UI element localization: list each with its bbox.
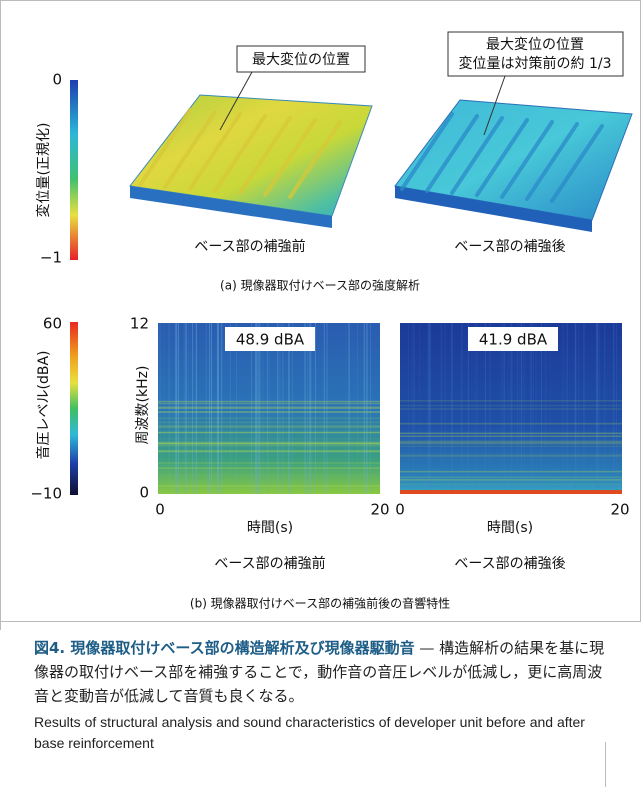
plates [130, 95, 632, 232]
texture-band [158, 485, 380, 487]
texture-band [158, 438, 380, 440]
texture-band [400, 400, 622, 402]
texture-band [400, 416, 622, 418]
texture-band [400, 455, 622, 457]
figure-caption: 図4. 現像器取付けベース部の構造解析及び現像器駆動音 — 構造解析の結果を基に… [34, 636, 614, 708]
x-tick-label: 20 [610, 501, 629, 519]
texture-band [400, 433, 622, 435]
texture-band [158, 445, 380, 447]
callout-text: 最大変位の位置 [252, 51, 350, 68]
colorbar [70, 322, 78, 495]
texture-band [400, 408, 622, 410]
colorbar-bottom-label: −1 [40, 249, 62, 267]
colorbar-top-label: 0 [52, 71, 62, 89]
x-tick-label: 20 [370, 501, 389, 519]
texture-band [158, 422, 380, 424]
y-tick-label: 0 [139, 484, 149, 502]
texture-band [400, 446, 622, 448]
texture-band [158, 425, 380, 427]
spectrogram-band [400, 490, 622, 494]
texture-band [158, 446, 380, 448]
texture-band [158, 474, 380, 476]
figure: 0 −1 変位量(正規化) 最大変位の位置 最大変位の位置 変位量は対策前の約 … [0, 0, 641, 630]
caption-title: 図4. 現像器取付けベース部の構造解析及び現像器駆動音 [34, 639, 415, 657]
texture-band [158, 462, 380, 464]
panel-caption: (a) 現像器取付けベース部の強度解析 [220, 278, 420, 293]
panel-caption: (b) 現像器取付けベース部の補強前後の音響特性 [190, 596, 450, 611]
y-axis-label: 周波数(kHz) [135, 366, 151, 445]
x-axis-label: 時間(s) [487, 520, 533, 536]
texture-band [400, 443, 622, 445]
colorbar [70, 80, 78, 260]
level-label: 48.9 dBA [236, 331, 305, 349]
colorbar-top-label: 60 [43, 315, 62, 333]
colorbar-label: 変位量(正規化) [35, 123, 52, 218]
page: {"panel_a": { "colorbar": {"label": "変位量… [0, 0, 641, 787]
frame-line [605, 742, 606, 787]
texture-band [400, 479, 622, 481]
texture-band [158, 403, 380, 405]
texture-band [158, 467, 380, 469]
x-axis-label: 時間(s) [247, 520, 293, 536]
colorbar-bottom-label: −10 [30, 485, 62, 503]
texture-band [400, 423, 622, 425]
texture-band [158, 432, 380, 434]
texture-band [400, 405, 622, 407]
texture-band [158, 408, 380, 410]
level-label: 41.9 dBA [479, 331, 548, 349]
caption-english: Results of structural analysis and sound… [34, 712, 614, 754]
image-caption: ベース部の補強前 [214, 555, 325, 572]
texture-band [158, 418, 380, 420]
image-caption: ベース部の補強後 [454, 556, 565, 572]
texture-band [400, 454, 622, 456]
image-caption: ベース部の補強後 [454, 239, 565, 255]
texture-band [400, 458, 622, 460]
texture-band [400, 436, 622, 438]
texture-band [158, 401, 380, 403]
y-tick-label: 12 [130, 315, 149, 333]
colorbar-label: 音圧レベル(dBA) [35, 351, 52, 460]
texture-band [400, 451, 622, 453]
x-tick-label: 0 [395, 501, 405, 519]
image-caption: ベース部の補強前 [194, 238, 305, 255]
texture-band [400, 441, 622, 443]
texture-band [158, 411, 380, 413]
x-tick-label: 0 [155, 501, 165, 519]
callout-text: 変位量は対策前の約 1/3 [459, 55, 612, 72]
texture-band [400, 471, 622, 473]
texture-band [400, 484, 622, 486]
texture-band [400, 477, 622, 479]
callout-text: 最大変位の位置 [486, 36, 584, 53]
texture-band [158, 459, 380, 461]
texture-band [158, 441, 380, 443]
texture-band [158, 450, 380, 452]
texture-band [158, 415, 380, 417]
texture-band [158, 443, 380, 445]
